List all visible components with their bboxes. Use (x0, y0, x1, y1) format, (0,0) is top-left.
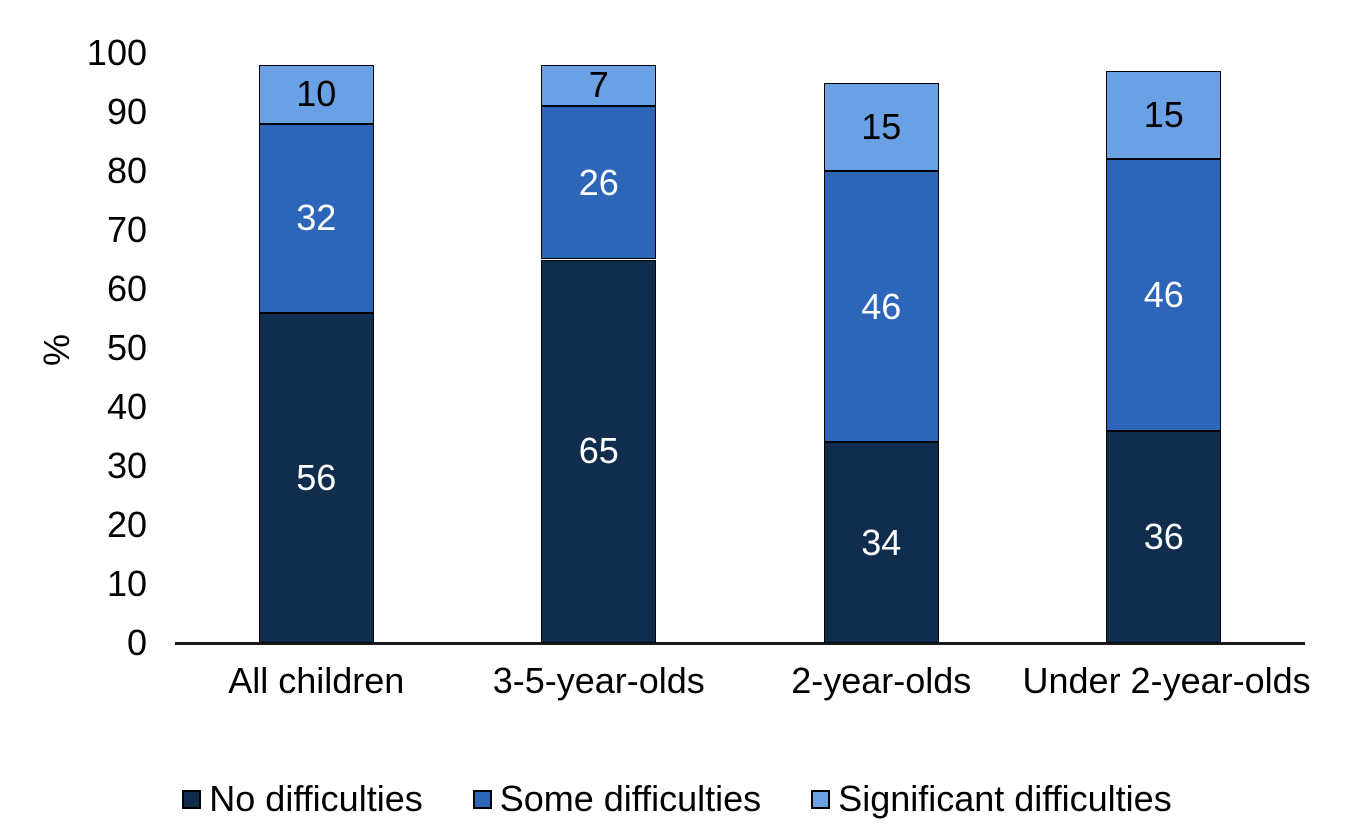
y-tick-label: 30 (106, 445, 147, 486)
y-tick-label: 100 (86, 32, 147, 73)
category-label: 2-year-olds (791, 660, 972, 701)
legend-item-no-difficulties: No difficulties (182, 778, 423, 820)
y-tick-label: 60 (106, 268, 147, 309)
y-tick-label: 20 (106, 504, 147, 545)
x-axis-line (175, 642, 1305, 645)
bar-value-label: 10 (296, 73, 337, 115)
y-tick-label: 70 (106, 209, 147, 250)
y-tick-label: 40 (106, 386, 147, 427)
bar-value-label: 36 (1143, 515, 1184, 557)
bar-value-label: 26 (578, 161, 619, 203)
y-tick-label: 90 (106, 91, 147, 132)
bar-segment-significant-difficulties: 15 (1106, 70, 1222, 160)
bar-value-label: 56 (296, 456, 337, 498)
bar-segment-no-difficulties: 36 (1106, 430, 1222, 643)
bar-segment-some-difficulties: 26 (541, 106, 657, 260)
legend: No difficulties Some difficulties Signific… (0, 778, 1354, 820)
bar-segment-significant-difficulties: 10 (258, 64, 374, 124)
category-label: Under 2-year-olds (1022, 660, 1311, 701)
legend-item-significant-difficulties: Significant difficulties (811, 778, 1172, 820)
bar-segment-no-difficulties: 65 (541, 259, 657, 643)
legend-label: Some difficulties (499, 778, 762, 819)
legend-label: No difficulties (209, 778, 423, 819)
bar-segment-no-difficulties: 56 (258, 312, 374, 643)
category-label: All children (228, 660, 405, 701)
bar-value-label: 32 (296, 197, 337, 239)
bar-segment-some-difficulties: 32 (258, 123, 374, 313)
bar-value-label: 15 (861, 105, 902, 147)
bar-value-label: 46 (861, 285, 902, 327)
bar-segment-significant-difficulties: 7 (541, 64, 657, 107)
y-tick-label: 10 (106, 563, 147, 604)
y-tick-label: 80 (106, 150, 147, 191)
legend-swatch-icon (811, 789, 831, 809)
bar-value-label: 15 (1143, 93, 1184, 135)
bar-value-label: 7 (588, 64, 609, 106)
bar-segment-some-difficulties: 46 (1106, 159, 1222, 431)
bar-value-label: 34 (861, 521, 902, 563)
bar-value-label: 46 (1143, 273, 1184, 315)
y-tick-label: 0 (126, 622, 147, 663)
legend-item-some-difficulties: Some difficulties (472, 778, 762, 820)
legend-swatch-icon (182, 789, 202, 809)
legend-swatch-icon (472, 789, 492, 809)
category-label: 3-5-year-olds (492, 660, 705, 701)
legend-label: Significant difficulties (838, 778, 1172, 819)
bar-segment-some-difficulties: 46 (823, 171, 939, 443)
bar-segment-significant-difficulties: 15 (823, 82, 939, 171)
bar-value-label: 65 (578, 430, 619, 472)
y-tick-label: 50 (106, 327, 147, 368)
bar-segment-no-difficulties: 34 (823, 442, 939, 643)
